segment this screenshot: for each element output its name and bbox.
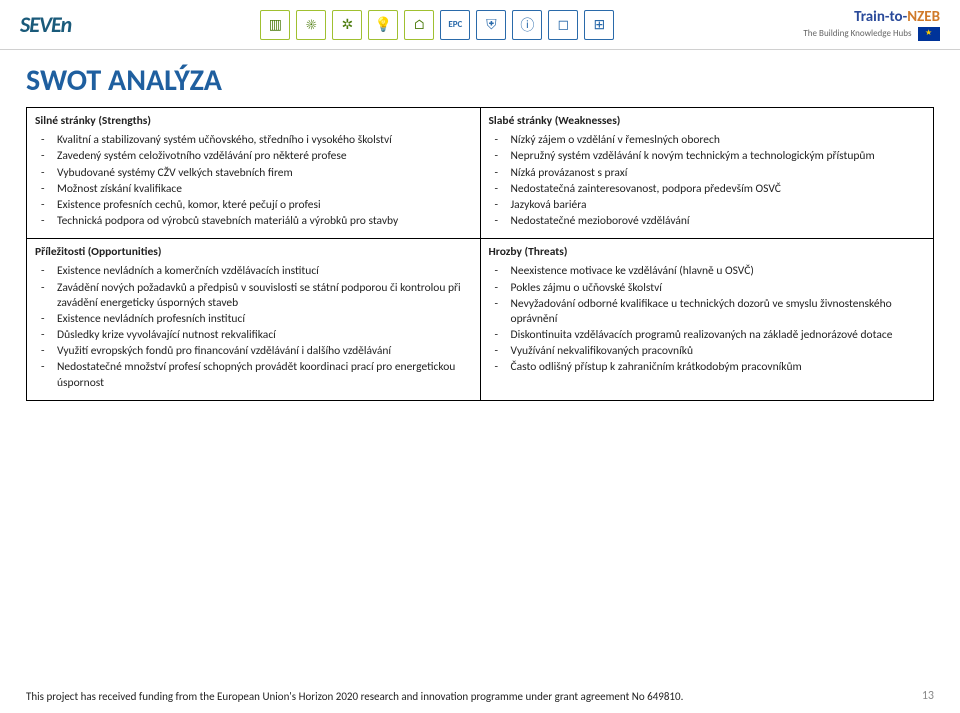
blank-icon: ◻ xyxy=(548,10,578,40)
opportunities-head: Příležitosti (Opportunities) xyxy=(35,245,472,260)
list-item: Využívání nekvalifikovaných pracovníků xyxy=(489,344,926,359)
list-item: Kvalitní a stabilizovaný systém učňovské… xyxy=(35,133,472,148)
list-item: Existence nevládních profesních instituc… xyxy=(35,312,472,327)
list-item: Nepružný systém vzdělávání k novým techn… xyxy=(489,149,926,164)
slide-header: SEVEn ▥ ☀ ✲ 💡 ⌂ EPC ⛨ ⓘ ◻ ⊞ Train-to-NZE… xyxy=(0,0,960,50)
list-item: Vybudované systémy CŽV velkých stavebníc… xyxy=(35,166,472,181)
swot-opportunities-cell: Příležitosti (Opportunities) Existence n… xyxy=(27,239,481,401)
logo-right-sub: The Building Knowledge Hubs xyxy=(803,28,911,39)
strengths-head: Silné stránky (Strengths) xyxy=(35,114,472,129)
slide-content: SWOT ANALÝZA Silné stránky (Strengths) K… xyxy=(0,50,960,401)
slide-title: SWOT ANALÝZA xyxy=(26,62,934,99)
swot-table: Silné stránky (Strengths) Kvalitní a sta… xyxy=(26,107,934,401)
logo-right-main: Train-to-NZEB xyxy=(803,8,940,26)
wind-icon: ✲ xyxy=(332,10,362,40)
list-item: Nízká provázanost s praxí xyxy=(489,166,926,181)
weaknesses-head: Slabé stránky (Weaknesses) xyxy=(489,114,926,129)
list-item: Existence profesních cechů, komor, které… xyxy=(35,198,472,213)
strengths-list: Kvalitní a stabilizovaný systém učňovské… xyxy=(35,133,472,229)
eu-flag-icon xyxy=(918,27,940,41)
shield-icon: ⛨ xyxy=(476,10,506,40)
swot-strengths-cell: Silné stránky (Strengths) Kvalitní a sta… xyxy=(27,108,481,239)
list-item: Možnost získání kvalifikace xyxy=(35,182,472,197)
grid-icon: ⊞ xyxy=(584,10,614,40)
threats-head: Hrozby (Threats) xyxy=(489,245,926,260)
list-item: Využití evropských fondů pro financování… xyxy=(35,344,472,359)
logo-left: SEVEn xyxy=(20,11,71,38)
logo-right: Train-to-NZEB The Building Knowledge Hub… xyxy=(803,8,940,40)
list-item: Nedostatečná zainteresovanost, podpora p… xyxy=(489,182,926,197)
list-item: Technická podpora od výrobců stavebních … xyxy=(35,214,472,229)
house-icon: ⌂ xyxy=(404,10,434,40)
swot-threats-cell: Hrozby (Threats) Neexistence motivace ke… xyxy=(480,239,934,401)
list-item: Nedostatečné mezioborové vzdělávání xyxy=(489,214,926,229)
opportunities-list: Existence nevládních a komerčních vzdělá… xyxy=(35,264,472,390)
list-item: Často odlišný přístup k zahraničním krát… xyxy=(489,360,926,375)
list-item: Nízký zájem o vzdělání v řemeslných obor… xyxy=(489,133,926,148)
list-item: Nevyžadování odborné kvalifikace u techn… xyxy=(489,297,926,327)
header-icons: ▥ ☀ ✲ 💡 ⌂ EPC ⛨ ⓘ ◻ ⊞ xyxy=(260,10,614,40)
list-item: Jazyková bariéra xyxy=(489,198,926,213)
building-icon: ▥ xyxy=(260,10,290,40)
epc-icon: EPC xyxy=(440,10,470,40)
logo-left-text: SEVEn xyxy=(20,11,71,38)
swot-weaknesses-cell: Slabé stránky (Weaknesses) Nízký zájem o… xyxy=(480,108,934,239)
logo-right-sub-row: The Building Knowledge Hubs xyxy=(803,26,940,40)
list-item: Zavádění nových požadavků a předpisů v s… xyxy=(35,281,472,311)
info-icon: ⓘ xyxy=(512,10,542,40)
list-item: Pokles zájmu o učňovské školství xyxy=(489,281,926,296)
list-item: Nedostatečné množství profesí schopných … xyxy=(35,360,472,390)
list-item: Neexistence motivace ke vzdělávání (hlav… xyxy=(489,264,926,279)
threats-list: Neexistence motivace ke vzdělávání (hlav… xyxy=(489,264,926,375)
page-number: 13 xyxy=(922,689,934,703)
list-item: Diskontinuita vzdělávacích programů real… xyxy=(489,328,926,343)
list-item: Existence nevládních a komerčních vzdělá… xyxy=(35,264,472,279)
list-item: Zavedený systém celoživotního vzdělávání… xyxy=(35,149,472,164)
sun-icon: ☀ xyxy=(296,10,326,40)
list-item: Důsledky krize vyvolávající nutnost rekv… xyxy=(35,328,472,343)
footer-acknowledgement: This project has received funding from t… xyxy=(26,690,683,703)
bulb-icon: 💡 xyxy=(368,10,398,40)
weaknesses-list: Nízký zájem o vzdělání v řemeslných obor… xyxy=(489,133,926,229)
slide-footer: This project has received funding from t… xyxy=(26,689,934,703)
